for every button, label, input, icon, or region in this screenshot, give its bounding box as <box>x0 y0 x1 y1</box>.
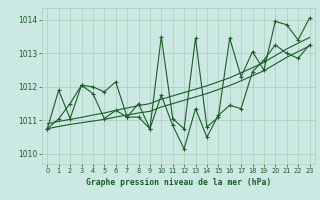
X-axis label: Graphe pression niveau de la mer (hPa): Graphe pression niveau de la mer (hPa) <box>86 178 271 187</box>
